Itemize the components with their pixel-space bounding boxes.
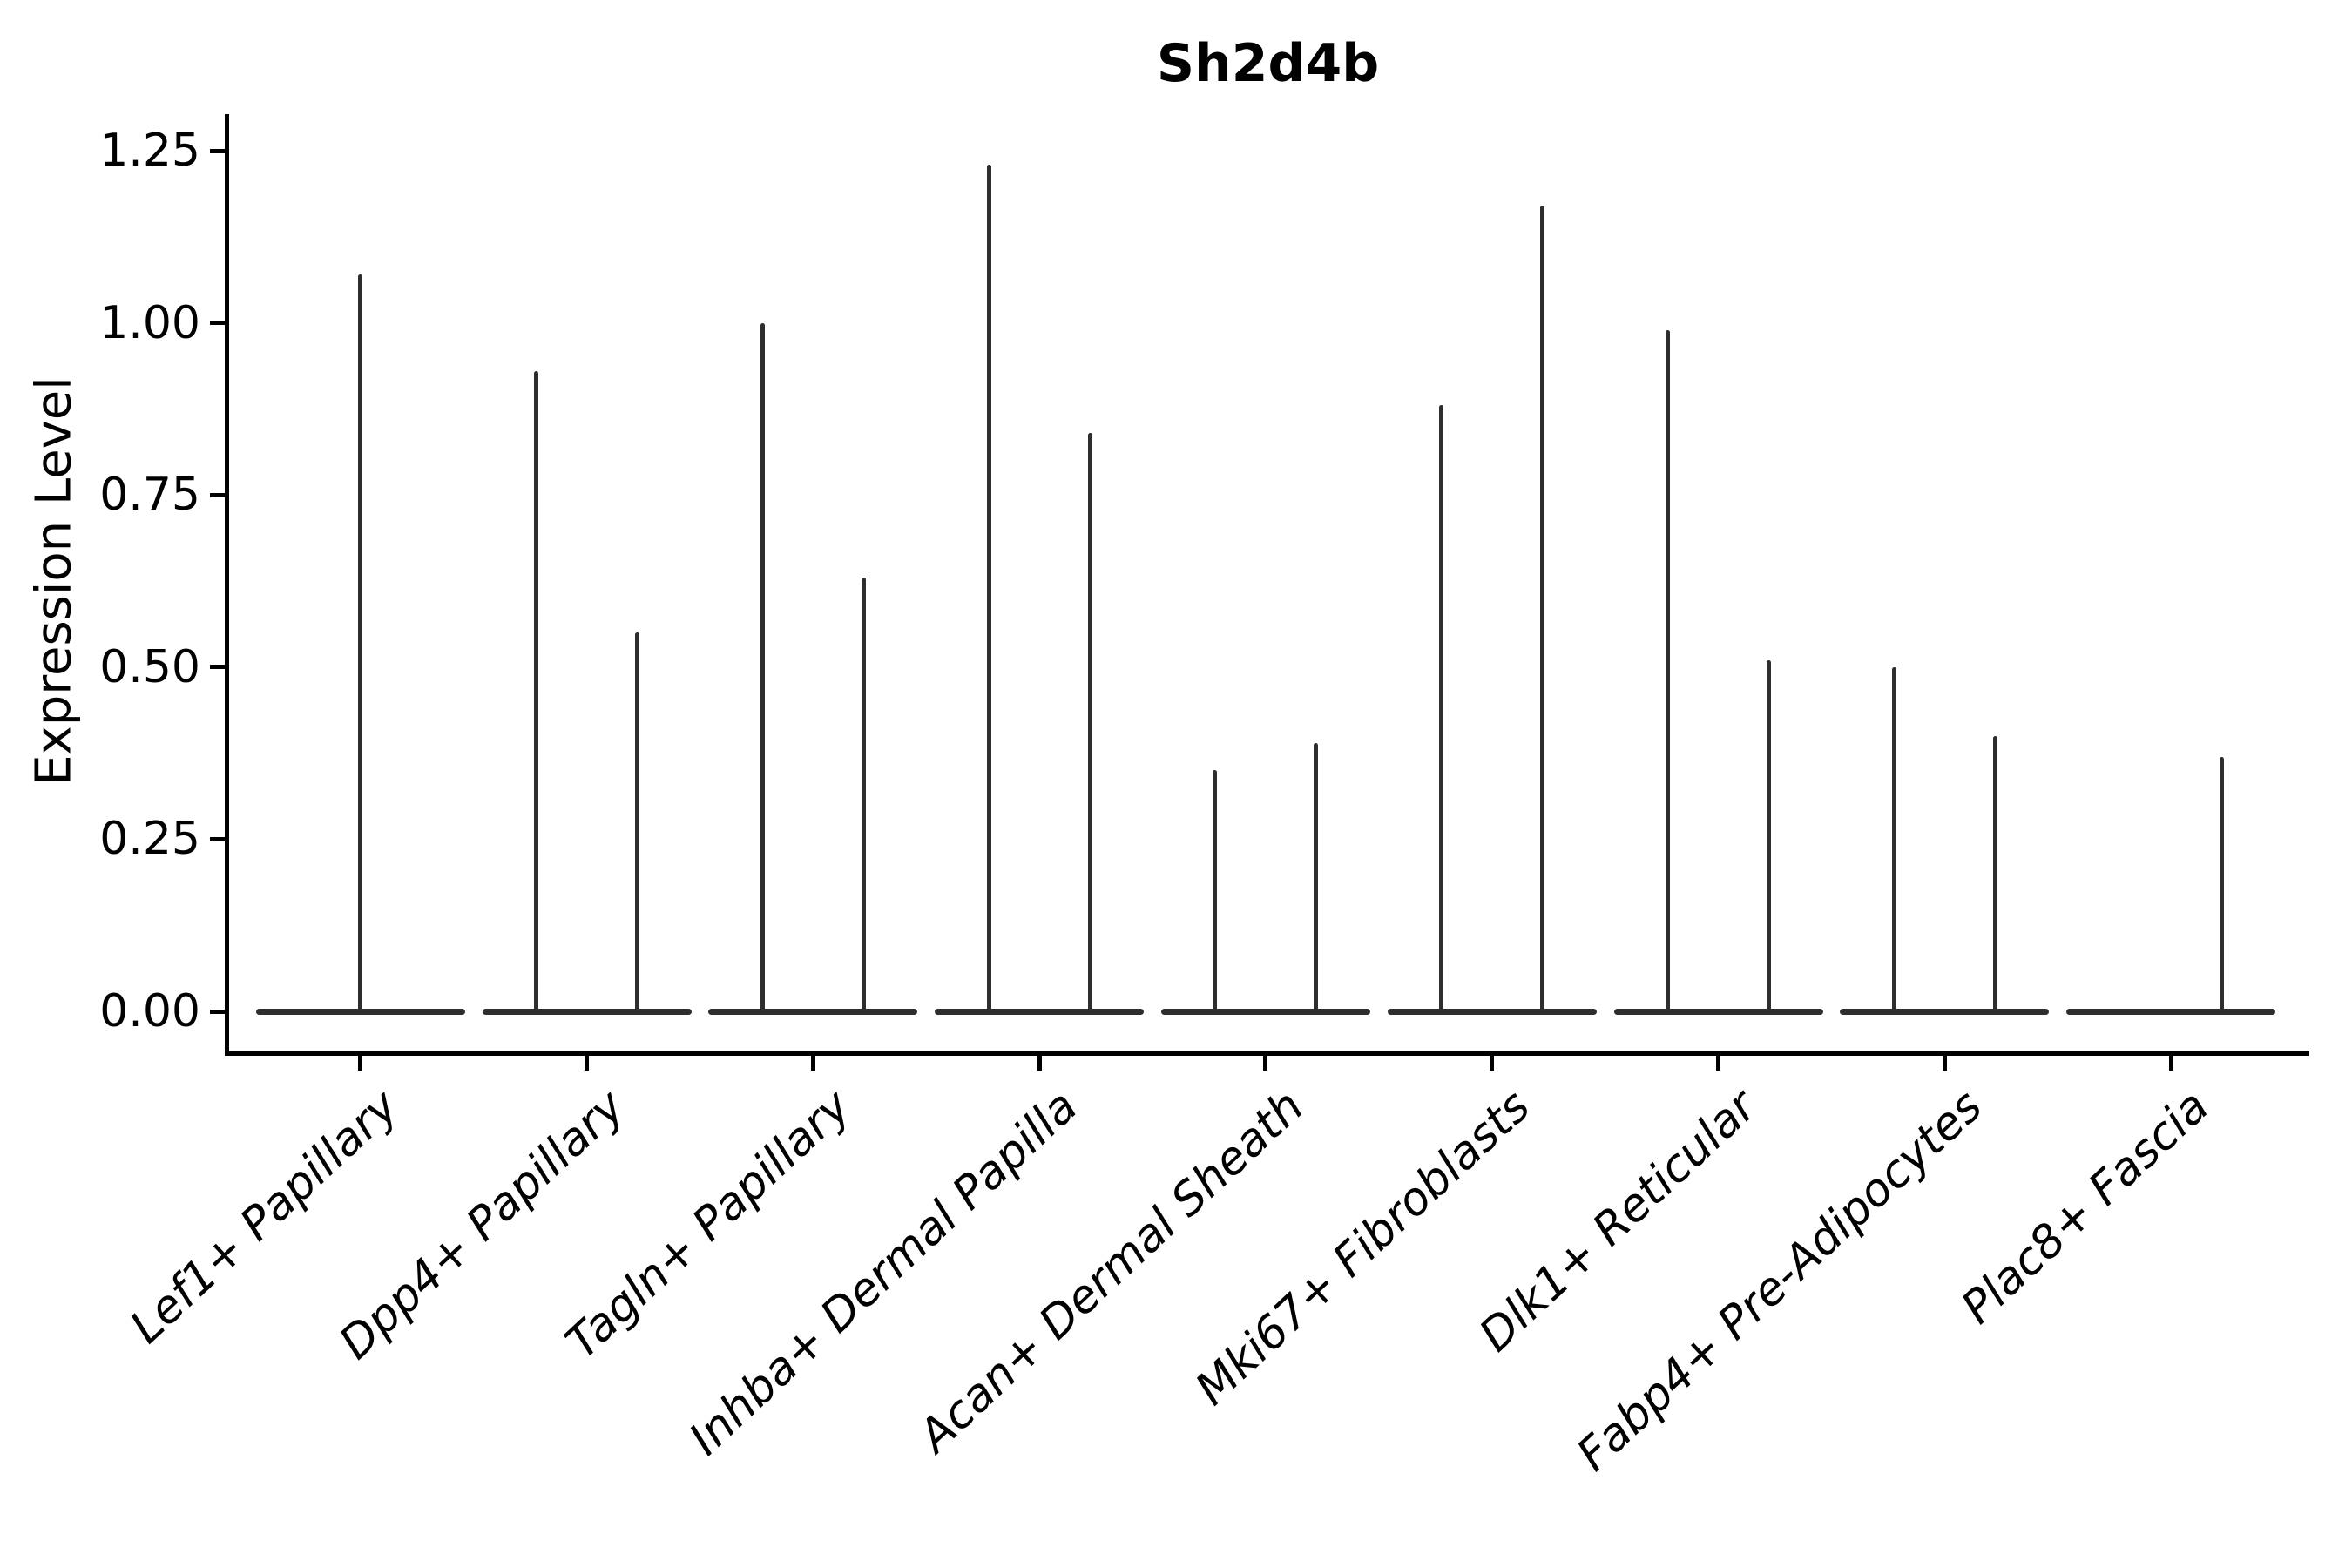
- y-axis-spine: [225, 114, 229, 1056]
- violin-spike: [1439, 405, 1444, 1014]
- y-tick-label: 0.25: [99, 813, 200, 866]
- y-tick-mark: [210, 148, 225, 153]
- x-axis-spine: [225, 1051, 2309, 1056]
- x-tick-label: Fabp4+ Pre-Adipocytes: [1567, 1080, 1993, 1482]
- violin-spike: [358, 274, 363, 1014]
- x-tick-mark: [1037, 1056, 1042, 1071]
- violin-spike: [2219, 756, 2224, 1014]
- violin-spike: [760, 322, 765, 1014]
- x-tick-mark: [2168, 1056, 2173, 1071]
- x-tick-mark: [358, 1056, 363, 1071]
- x-tick-label: Inhba+ Dermal Papilla: [679, 1080, 1088, 1466]
- violin-spike: [1767, 659, 1771, 1014]
- x-tick-mark: [810, 1056, 815, 1071]
- violin-spike: [1666, 329, 1670, 1014]
- x-tick-mark: [585, 1056, 589, 1071]
- x-tick-mark: [1490, 1056, 1495, 1071]
- violin-spike: [1314, 742, 1319, 1014]
- y-axis-label: Expression Level: [25, 376, 83, 786]
- x-tick-mark: [1942, 1056, 1947, 1071]
- violin-spike: [1540, 206, 1545, 1014]
- x-tick-mark: [1263, 1056, 1268, 1071]
- violin-spike: [1992, 735, 1997, 1014]
- violin-base: [1160, 1008, 1370, 1015]
- y-tick-label: 1.25: [99, 125, 200, 177]
- y-tick-mark: [210, 492, 225, 497]
- chart-title: Sh2d4b: [1156, 33, 1380, 94]
- violin-spike: [1087, 433, 1092, 1014]
- violin-spike: [534, 370, 538, 1014]
- violin-base: [1840, 1008, 2050, 1015]
- violin-base: [708, 1008, 918, 1015]
- y-tick-label: 0.75: [99, 469, 200, 522]
- violin-base: [935, 1008, 1145, 1015]
- violin-base: [2066, 1008, 2276, 1015]
- y-tick-label: 1.00: [99, 296, 200, 349]
- violin-spike: [635, 632, 639, 1014]
- violin-spike: [861, 578, 866, 1014]
- y-tick-label: 0.50: [99, 640, 200, 693]
- y-tick-mark: [210, 321, 225, 326]
- x-tick-label: Acan+ Dermal Sheath: [909, 1080, 1314, 1463]
- y-tick-mark: [210, 1009, 225, 1014]
- y-tick-label: 0.00: [99, 985, 200, 1037]
- violin-base: [1387, 1008, 1597, 1015]
- violin-spike: [1213, 770, 1218, 1014]
- y-tick-mark: [210, 836, 225, 841]
- violin-base: [482, 1008, 692, 1015]
- x-tick-mark: [1716, 1056, 1720, 1071]
- violin-base: [1613, 1008, 1823, 1015]
- violin-spike: [986, 164, 991, 1014]
- violin-spike: [1891, 666, 1896, 1014]
- y-tick-mark: [210, 665, 225, 670]
